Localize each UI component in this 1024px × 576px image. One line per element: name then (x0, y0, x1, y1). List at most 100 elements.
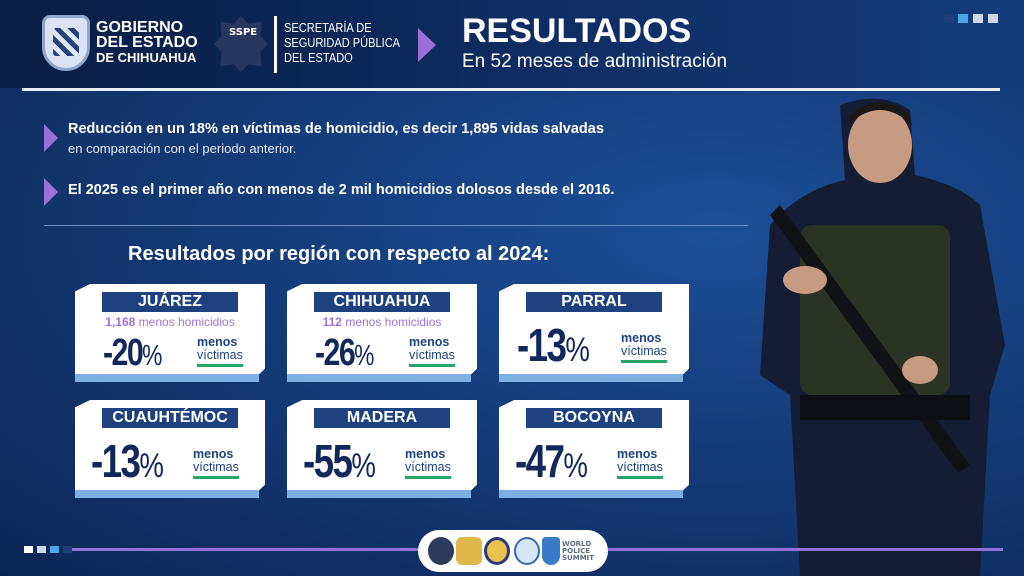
summit-line: POLICE (562, 547, 591, 555)
menos-victimas-label: menos víctimas (621, 332, 667, 363)
bullet-1-subtext: en comparación con el periodo anterior. (68, 141, 297, 156)
bullet-arrow-icon (44, 178, 58, 206)
summit-line: WORLD (562, 540, 592, 548)
green-underline (197, 364, 243, 367)
homicides-count: 1,168 (105, 315, 136, 329)
homicides-text: 1,168 menos homicidios (75, 315, 265, 329)
decor-square-icon (944, 14, 954, 23)
percent-number: -26 (315, 332, 356, 374)
section-title: Resultados por región con respecto al 20… (128, 243, 550, 265)
divider (274, 16, 277, 73)
homicides-label: menos homicidios (345, 315, 442, 329)
partner-logos: WORLD POLICE SUMMIT (418, 530, 608, 572)
percent-number: -13 (517, 319, 567, 371)
header-bar (0, 0, 1024, 88)
region-name: BOCOYNA (526, 408, 662, 428)
menos-victimas-label: menos víctimas (197, 336, 243, 367)
percent-number: -47 (515, 435, 565, 487)
card-strip (287, 374, 471, 382)
percent-sign: % (565, 331, 590, 369)
green-underline (405, 476, 451, 479)
percent-number: -20 (103, 332, 144, 374)
menos-victimas-label: menos víctimas (193, 448, 239, 479)
homicides-count: 112 (322, 315, 342, 329)
sspe-logo-icon (428, 537, 454, 565)
region-name: CUAUHTÉMOC (102, 408, 238, 428)
bullet-1-text: Reducción en un 18% en víctimas de homic… (68, 121, 604, 137)
percent-value: -13% (91, 434, 164, 488)
footer-line (608, 548, 1003, 551)
decor-square-icon (24, 546, 33, 553)
region-card: JUÁREZ 1,168 menos homicidios -20% menos… (75, 284, 265, 382)
region-name: PARRAL (526, 292, 662, 312)
decor-square-icon (63, 546, 72, 553)
gov-line-1: GOBIERNO (96, 19, 184, 36)
percent-value: -47% (515, 434, 588, 488)
section-divider (44, 225, 748, 226)
agency-line-3: DEL ESTADO (284, 50, 353, 65)
decor-square-icon (37, 546, 46, 553)
percent-number: -13 (91, 435, 141, 487)
card-strip (499, 490, 683, 498)
summit-line: SUMMIT (562, 554, 595, 562)
calea-seal-icon (484, 537, 510, 565)
play-arrow-icon (418, 28, 436, 62)
bullet-arrow-icon (44, 124, 58, 152)
region-card: MADERA -55% menos víctimas (287, 400, 477, 498)
card-strip (287, 490, 471, 498)
menos-victimas-label: menos víctimas (405, 448, 451, 479)
region-card: BOCOYNA -47% menos víctimas (499, 400, 689, 498)
agency-line-2: SEGURIDAD PÚBLICA (284, 35, 401, 50)
page-title: RESULTADOS (462, 12, 692, 50)
decor-square-icon (973, 14, 983, 23)
green-underline (409, 364, 455, 367)
police-seal-icon (514, 537, 540, 565)
percent-sign: % (139, 447, 164, 485)
green-underline (621, 360, 667, 363)
victimas-label: víctimas (193, 460, 239, 474)
card-strip (75, 490, 259, 498)
bullet-2-text: El 2025 es el primer año con menos de 2 … (68, 182, 615, 198)
card-strip (499, 374, 683, 382)
card-strip (75, 374, 259, 382)
victimas-label: víctimas (405, 460, 451, 474)
homicides-label: menos homicidios (138, 315, 235, 329)
percent-sign: % (354, 340, 374, 372)
region-card: PARRAL -13% menos víctimas (499, 284, 689, 382)
gov-line-2: DEL ESTADO (96, 34, 198, 51)
police-officer-photo (760, 98, 1005, 576)
agency-text: SECRETARÍA DE SEGURIDAD PÚBLICA DEL ESTA… (284, 20, 400, 65)
agency-line-1: SECRETARÍA DE (284, 20, 372, 35)
region-name: JUÁREZ (102, 292, 238, 312)
region-card: CUAUHTÉMOC -13% menos víctimas (75, 400, 265, 498)
percent-value: -13% (517, 318, 590, 372)
percent-sign: % (563, 447, 588, 485)
menos-label: menos (617, 447, 658, 461)
world-police-summit-icon (542, 537, 560, 565)
sspe-badge-logo: SSPE (214, 16, 268, 72)
page-subtitle: En 52 meses de administración (462, 51, 728, 72)
menos-label: menos (405, 447, 446, 461)
gov-line-3: DE CHIHUAHUA (96, 50, 197, 65)
percent-sign: % (142, 340, 162, 372)
gov-logo-text: GOBIERNO DEL ESTADO DE CHIHUAHUA (96, 19, 198, 66)
menos-victimas-label: menos víctimas (617, 448, 663, 479)
percent-sign: % (351, 447, 376, 485)
percent-number: -55 (303, 435, 353, 487)
menos-label: menos (621, 331, 662, 345)
footer-line (72, 548, 418, 551)
victimas-label: víctimas (617, 460, 663, 474)
header-divider (22, 88, 1000, 91)
sspe-badge-text: SSPE (229, 27, 258, 38)
menos-label: menos (197, 335, 238, 349)
gobierno-chihuahua-shield-logo (42, 15, 90, 71)
victimas-label: víctimas (409, 348, 455, 362)
percent-value: -55% (303, 434, 376, 488)
menos-victimas-label: menos víctimas (409, 336, 455, 367)
green-underline (617, 476, 663, 479)
region-card: CHIHUAHUA 112 menos homicidios -26% meno… (287, 284, 477, 382)
menos-label: menos (193, 447, 234, 461)
victimas-label: víctimas (621, 344, 667, 358)
homicides-text: 112 menos homicidios (287, 315, 477, 329)
